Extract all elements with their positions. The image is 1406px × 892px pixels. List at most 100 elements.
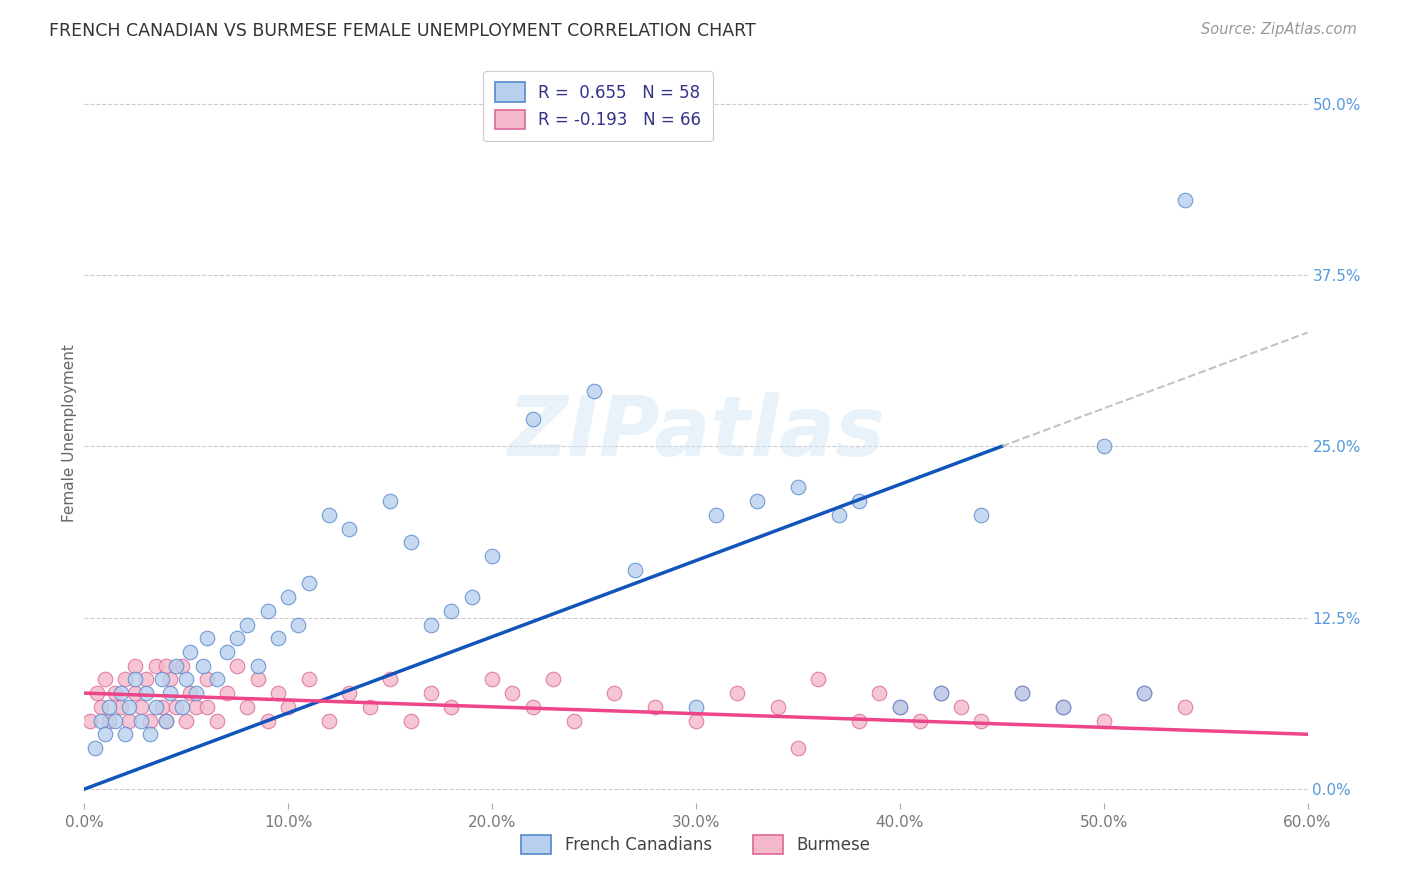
- Point: [124, 686, 146, 700]
- Point: [267, 632, 290, 646]
- Point: [174, 673, 197, 687]
- Point: [135, 686, 157, 700]
- Point: [165, 658, 187, 673]
- Point: [277, 590, 299, 604]
- Point: [131, 714, 153, 728]
- Point: [562, 714, 585, 728]
- Point: [93, 673, 115, 687]
- Point: [186, 699, 208, 714]
- Point: [124, 658, 146, 673]
- Point: [79, 714, 101, 728]
- Point: [970, 508, 993, 522]
- Point: [420, 617, 443, 632]
- Legend: French Canadians, Burmese: French Canadians, Burmese: [515, 829, 877, 861]
- Point: [522, 699, 544, 714]
- Point: [195, 632, 218, 646]
- Point: [155, 714, 177, 728]
- Point: [104, 714, 127, 728]
- Point: [83, 741, 105, 756]
- Point: [150, 673, 173, 687]
- Point: [104, 686, 127, 700]
- Point: [217, 645, 239, 659]
- Point: [502, 686, 524, 700]
- Point: [246, 658, 269, 673]
- Point: [481, 673, 503, 687]
- Point: [172, 699, 194, 714]
- Point: [1133, 686, 1156, 700]
- Point: [97, 699, 120, 714]
- Point: [298, 673, 321, 687]
- Point: [174, 714, 197, 728]
- Point: [787, 480, 810, 494]
- Point: [145, 699, 167, 714]
- Point: [246, 673, 269, 687]
- Point: [848, 714, 870, 728]
- Point: [145, 658, 167, 673]
- Point: [950, 699, 973, 714]
- Point: [165, 699, 187, 714]
- Point: [339, 522, 361, 536]
- Point: [1052, 699, 1074, 714]
- Point: [848, 494, 870, 508]
- Point: [217, 686, 239, 700]
- Point: [1174, 699, 1197, 714]
- Point: [461, 590, 484, 604]
- Point: [910, 714, 932, 728]
- Point: [159, 673, 181, 687]
- Point: [179, 686, 201, 700]
- Point: [110, 699, 132, 714]
- Point: [318, 508, 340, 522]
- Point: [179, 645, 201, 659]
- Point: [90, 714, 112, 728]
- Point: [124, 673, 146, 687]
- Point: [155, 658, 177, 673]
- Point: [706, 508, 728, 522]
- Point: [155, 714, 177, 728]
- Point: [339, 686, 361, 700]
- Point: [257, 714, 280, 728]
- Point: [118, 714, 141, 728]
- Point: [747, 494, 769, 508]
- Point: [889, 699, 911, 714]
- Point: [543, 673, 565, 687]
- Point: [267, 686, 290, 700]
- Point: [90, 699, 112, 714]
- Point: [807, 673, 830, 687]
- Point: [787, 741, 810, 756]
- Point: [195, 699, 218, 714]
- Point: [624, 563, 647, 577]
- Point: [1011, 686, 1033, 700]
- Point: [114, 673, 136, 687]
- Point: [277, 699, 299, 714]
- Point: [685, 714, 707, 728]
- Point: [318, 714, 340, 728]
- Point: [929, 686, 952, 700]
- Point: [236, 699, 259, 714]
- Point: [135, 673, 157, 687]
- Point: [93, 727, 115, 741]
- Point: [205, 714, 228, 728]
- Point: [725, 686, 748, 700]
- Point: [1092, 714, 1115, 728]
- Point: [399, 714, 422, 728]
- Point: [603, 686, 626, 700]
- Y-axis label: Female Unemployment: Female Unemployment: [62, 343, 77, 522]
- Point: [86, 686, 108, 700]
- Point: [186, 686, 208, 700]
- Point: [159, 686, 181, 700]
- Point: [889, 699, 911, 714]
- Point: [929, 686, 952, 700]
- Text: FRENCH CANADIAN VS BURMESE FEMALE UNEMPLOYMENT CORRELATION CHART: FRENCH CANADIAN VS BURMESE FEMALE UNEMPL…: [49, 22, 756, 40]
- Point: [522, 412, 544, 426]
- Point: [869, 686, 891, 700]
- Point: [380, 673, 402, 687]
- Point: [583, 384, 606, 399]
- Point: [131, 699, 153, 714]
- Point: [138, 727, 160, 741]
- Text: ZIPatlas: ZIPatlas: [508, 392, 884, 473]
- Point: [150, 699, 173, 714]
- Point: [440, 699, 463, 714]
- Point: [97, 714, 120, 728]
- Point: [114, 727, 136, 741]
- Point: [828, 508, 851, 522]
